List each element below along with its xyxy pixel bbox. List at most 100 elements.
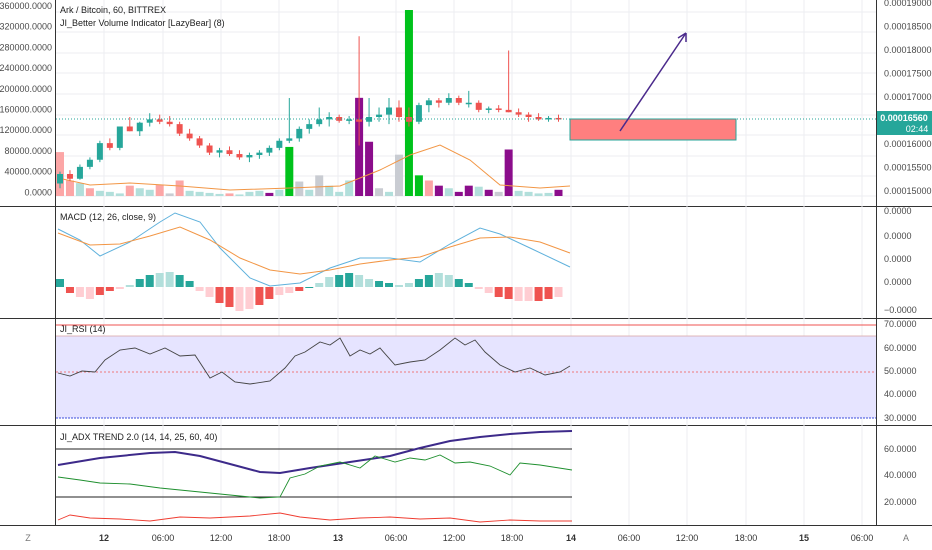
volume-bar [255,190,264,196]
volume-ema-line [57,144,571,191]
volume-axis-label: 360000.0000 [0,1,52,11]
macd-histogram-bar [345,273,354,287]
volume-bar [175,180,184,196]
macd-histogram-bar [135,279,144,287]
indicator-axis-label: 0.0000 [884,254,912,264]
macd-histogram-bar [105,287,114,291]
volume-bar [325,185,334,196]
indicator-axis-label: 60.0000 [884,343,917,353]
chart-title: Ark / Bitcoin, 60, BITTREX [60,5,166,15]
macd-histogram-bar [195,287,204,291]
volume-bar [524,191,533,196]
volume-bar [494,191,503,196]
candle-body [415,105,422,122]
auto-scale-icon[interactable]: A [903,533,909,543]
macd-histogram-bar [315,283,324,287]
volume-bar [225,193,234,196]
target-box[interactable] [569,118,737,141]
candle-body [116,126,123,148]
volume-axis-label: 160000.0000 [0,105,52,115]
macd-histogram-bar [404,283,413,287]
price-axis-label: 0.00017500 [884,69,932,79]
volume-bar [105,191,114,196]
price-badge-value: 0.00016560 [880,113,928,123]
macd-histogram-bar [225,287,234,307]
candle-body [216,150,223,153]
macd-histogram-bar [444,275,453,287]
macd-histogram-bar [115,287,124,289]
macd-histogram-bar [484,287,493,293]
indicator-axis-label: 0.0000 [884,231,912,241]
macd-histogram-bar [385,283,394,287]
candle-body [336,117,343,121]
macd-histogram-bar [155,273,164,287]
volume-bar [155,184,164,196]
macd-histogram-bar [365,279,374,287]
candle-body [166,121,173,125]
candle-body [186,133,193,139]
volume-bar [275,189,284,196]
legend-macd: MACD (12, 26, close, 9) [60,212,156,222]
macd-histogram-bar [305,287,314,288]
candle-body [445,98,452,103]
indicator-axis-label: 70.0000 [884,319,917,329]
price-candles[interactable] [57,36,562,189]
candle-body [515,112,522,115]
volume-bar [95,190,104,196]
macd-histogram-bar [375,281,384,287]
indicator-axis-label: 20.0000 [884,497,917,507]
volume-bar [145,189,154,196]
macd-histogram-bar [474,287,483,289]
candle-body [465,102,472,105]
volume-axis-label: 80000.0000 [4,146,52,156]
macd-histogram-bar [56,279,64,287]
macd-histogram-bar [325,277,334,287]
candle-body [495,108,502,110]
time-label: 18:00 [501,533,524,543]
candle-body [226,150,233,155]
candle-body [256,152,263,155]
candle-body [86,159,93,167]
candle-body [206,145,213,153]
candle-body [106,143,113,148]
volume-bar [315,175,324,196]
price-axis-label: 0.00018000 [884,45,932,55]
price-axis-label: 0.00016000 [884,139,932,149]
indicator-axis-label: 60.0000 [884,444,917,454]
indicator-axis-label: 0.0000 [884,206,912,216]
trend-arrow[interactable] [619,32,687,132]
volume-bar [165,193,174,196]
volume-axis: 360000.0000 320000.0000 280000.0000 240000.… [0,1,52,197]
volume-bar [235,194,244,196]
volume-bars [56,10,563,196]
candle-body [395,107,402,117]
rsi-series [57,337,571,385]
macd-histogram-bar [544,287,553,299]
volume-bar [265,192,274,196]
pane-separators [0,0,932,526]
candle-body [525,114,532,117]
candle-body [505,109,512,113]
time-label: 06:00 [385,533,408,543]
volume-bar [454,191,463,196]
candle-body [66,174,73,179]
candle-body [346,119,353,121]
indicator-axis-label: 0.0000 [884,277,912,287]
indicator-axis-label: −0.0000 [884,305,917,315]
volume-bar [424,180,433,196]
macd-histogram-bar [285,287,294,293]
macd-signal-line [57,226,571,275]
macd-histogram-bar [514,287,523,301]
volume-bar [434,185,443,196]
volume-bar [444,188,453,196]
volume-axis-label: 240000.0000 [0,63,52,73]
candle-body [156,119,163,122]
time-label: 12:00 [210,533,233,543]
price-badge: 0.00016560 02:44 [877,111,932,135]
grid-lines [56,0,876,525]
macd-histogram-bar [75,287,84,297]
candle-body [96,143,103,160]
zoom-reset-icon[interactable]: Z [25,533,31,543]
macd-histogram-bar [394,285,403,287]
